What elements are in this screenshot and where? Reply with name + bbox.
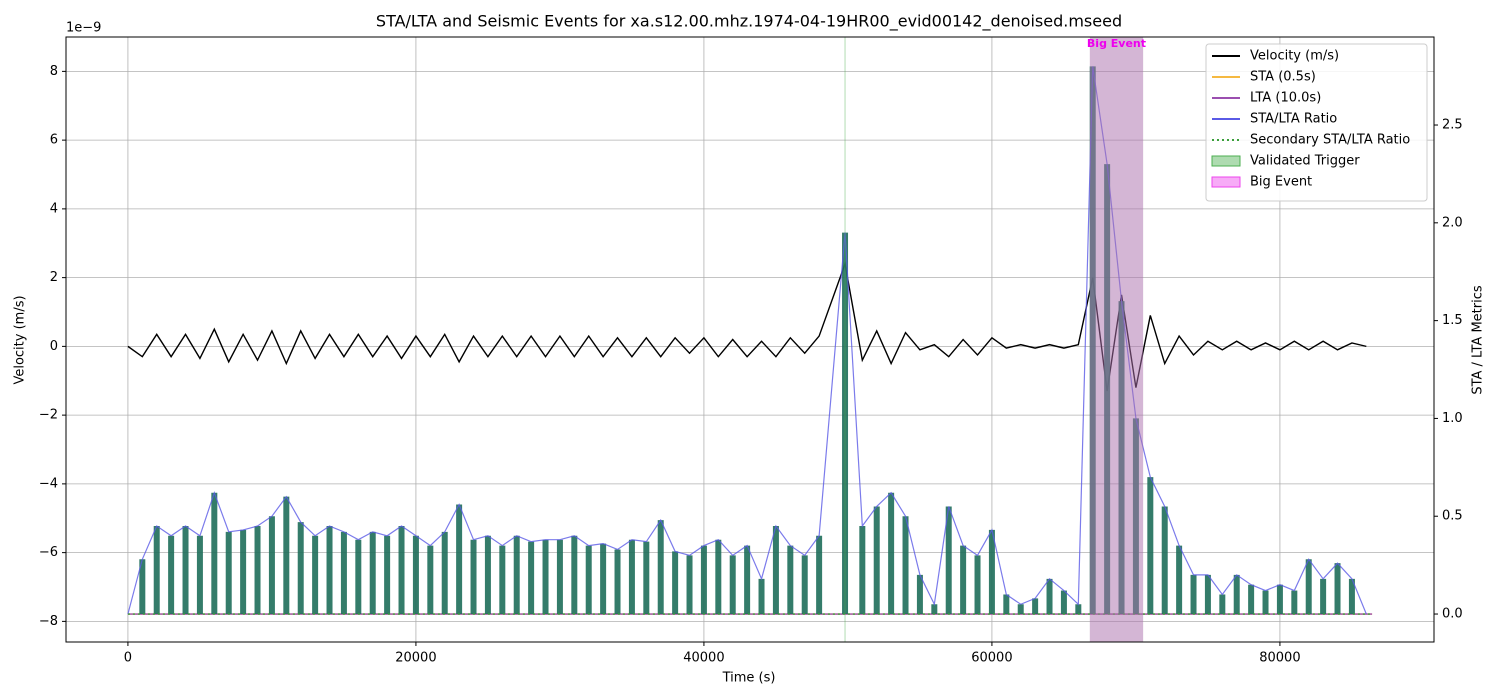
x-tick-label: 20000 [395, 651, 436, 666]
legend-swatch [1211, 155, 1241, 167]
y-tick-label: 8 [50, 64, 58, 79]
legend-label: STA/LTA Ratio [1250, 112, 1337, 127]
x-tick-label: 80000 [1259, 651, 1300, 666]
y-tick-label: 2 [50, 270, 58, 285]
plot-frame [65, 36, 1435, 643]
y2-tick-label: 2.5 [1442, 118, 1463, 133]
y-axis-label: Velocity (m/s) [13, 295, 28, 384]
series-line [127, 66, 1367, 615]
legend-label: LTA (10.0s) [1250, 91, 1321, 106]
legend-label: STA (0.5s) [1250, 70, 1316, 85]
annotation: Big Event [1087, 37, 1146, 50]
span [1089, 37, 1144, 642]
y-tick-label: 6 [50, 133, 58, 148]
y-tick-label: −8 [39, 614, 58, 629]
series-line [127, 261, 1367, 392]
y2-tick-label: 1.0 [1442, 411, 1463, 426]
legend-label: Velocity (m/s) [1250, 49, 1339, 64]
y-offset-label: 1e−9 [66, 21, 101, 36]
x-tick-label: 40000 [683, 651, 724, 666]
y-tick-label: 4 [50, 201, 58, 216]
y-tick-label: −4 [39, 476, 58, 491]
span [1089, 37, 1144, 642]
legend-label: Secondary STA/LTA Ratio [1250, 133, 1410, 148]
y-tick-label: 0 [50, 339, 58, 354]
y-tick-label: −6 [39, 545, 58, 560]
y2-tick-label: 1.5 [1442, 313, 1463, 328]
legend-label: Validated Trigger [1250, 154, 1360, 169]
legend-label: Big Event [1250, 175, 1312, 190]
x-axis-label: Time (s) [722, 671, 776, 686]
y-tick-label: −2 [39, 408, 58, 423]
chart-title: STA/LTA and Seismic Events for xa.s12.00… [376, 12, 1122, 32]
legend-box [1205, 43, 1428, 202]
y2-tick-label: 0.5 [1442, 509, 1463, 524]
legend-swatch [1211, 176, 1241, 188]
y2-tick-label: 2.0 [1442, 215, 1463, 230]
y2-tick-label: 0.0 [1442, 607, 1463, 622]
x-tick-label: 0 [124, 651, 132, 666]
span [844, 37, 846, 642]
y2-axis-label: STA / LTA Metrics [1471, 285, 1486, 395]
x-tick-label: 60000 [971, 651, 1012, 666]
